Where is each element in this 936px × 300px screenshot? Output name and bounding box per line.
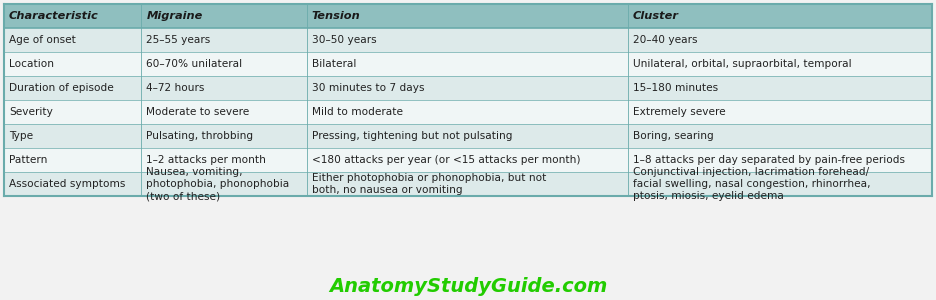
Bar (4, 172, 932, 196)
Bar (4, 76, 932, 100)
Bar (4, 4, 932, 28)
Text: Pulsating, throbbing: Pulsating, throbbing (146, 131, 254, 141)
Text: 25–55 years: 25–55 years (146, 35, 211, 45)
Text: Conjunctival injection, lacrimation forehead/
facial swelling, nasal congestion,: Conjunctival injection, lacrimation fore… (633, 167, 870, 201)
Text: 60–70% unilateral: 60–70% unilateral (146, 59, 242, 69)
Text: Cluster: Cluster (633, 11, 679, 21)
Text: Boring, searing: Boring, searing (633, 131, 713, 141)
Text: AnatomyStudyGuide.com: AnatomyStudyGuide.com (329, 277, 607, 296)
Bar (4, 100, 932, 124)
Text: Characteristic: Characteristic (9, 11, 99, 21)
Text: Migraine: Migraine (146, 11, 203, 21)
Text: Severity: Severity (9, 107, 52, 117)
Text: Moderate to severe: Moderate to severe (146, 107, 250, 117)
Text: Associated symptoms: Associated symptoms (9, 179, 125, 189)
Text: 4–72 hours: 4–72 hours (146, 83, 205, 93)
Text: 30 minutes to 7 days: 30 minutes to 7 days (312, 83, 424, 93)
Text: Pattern: Pattern (9, 155, 48, 165)
Text: 20–40 years: 20–40 years (633, 35, 697, 45)
Text: Pressing, tightening but not pulsating: Pressing, tightening but not pulsating (312, 131, 512, 141)
Text: 15–180 minutes: 15–180 minutes (633, 83, 718, 93)
Text: Mild to moderate: Mild to moderate (312, 107, 402, 117)
Bar (4, 148, 932, 172)
Text: Duration of episode: Duration of episode (9, 83, 114, 93)
Text: Type: Type (9, 131, 33, 141)
Text: Nausea, vomiting,
photophobia, phonophobia
(two of these): Nausea, vomiting, photophobia, phonophob… (146, 167, 289, 201)
Text: <180 attacks per year (or <15 attacks per month): <180 attacks per year (or <15 attacks pe… (312, 155, 580, 165)
Text: Unilateral, orbital, supraorbital, temporal: Unilateral, orbital, supraorbital, tempo… (633, 59, 851, 69)
Text: Either photophobia or phonophobia, but not
both, no nausea or vomiting: Either photophobia or phonophobia, but n… (312, 173, 546, 195)
Bar (4, 52, 932, 76)
Text: Location: Location (9, 59, 54, 69)
Text: Age of onset: Age of onset (9, 35, 76, 45)
Text: Tension: Tension (312, 11, 360, 21)
Text: 30–50 years: 30–50 years (312, 35, 376, 45)
Text: Bilateral: Bilateral (312, 59, 356, 69)
Bar (4, 28, 932, 52)
Bar (4, 124, 932, 148)
Text: 1–2 attacks per month: 1–2 attacks per month (146, 155, 266, 165)
Text: Extremely severe: Extremely severe (633, 107, 725, 117)
Text: 1–8 attacks per day separated by pain-free periods: 1–8 attacks per day separated by pain-fr… (633, 155, 904, 165)
